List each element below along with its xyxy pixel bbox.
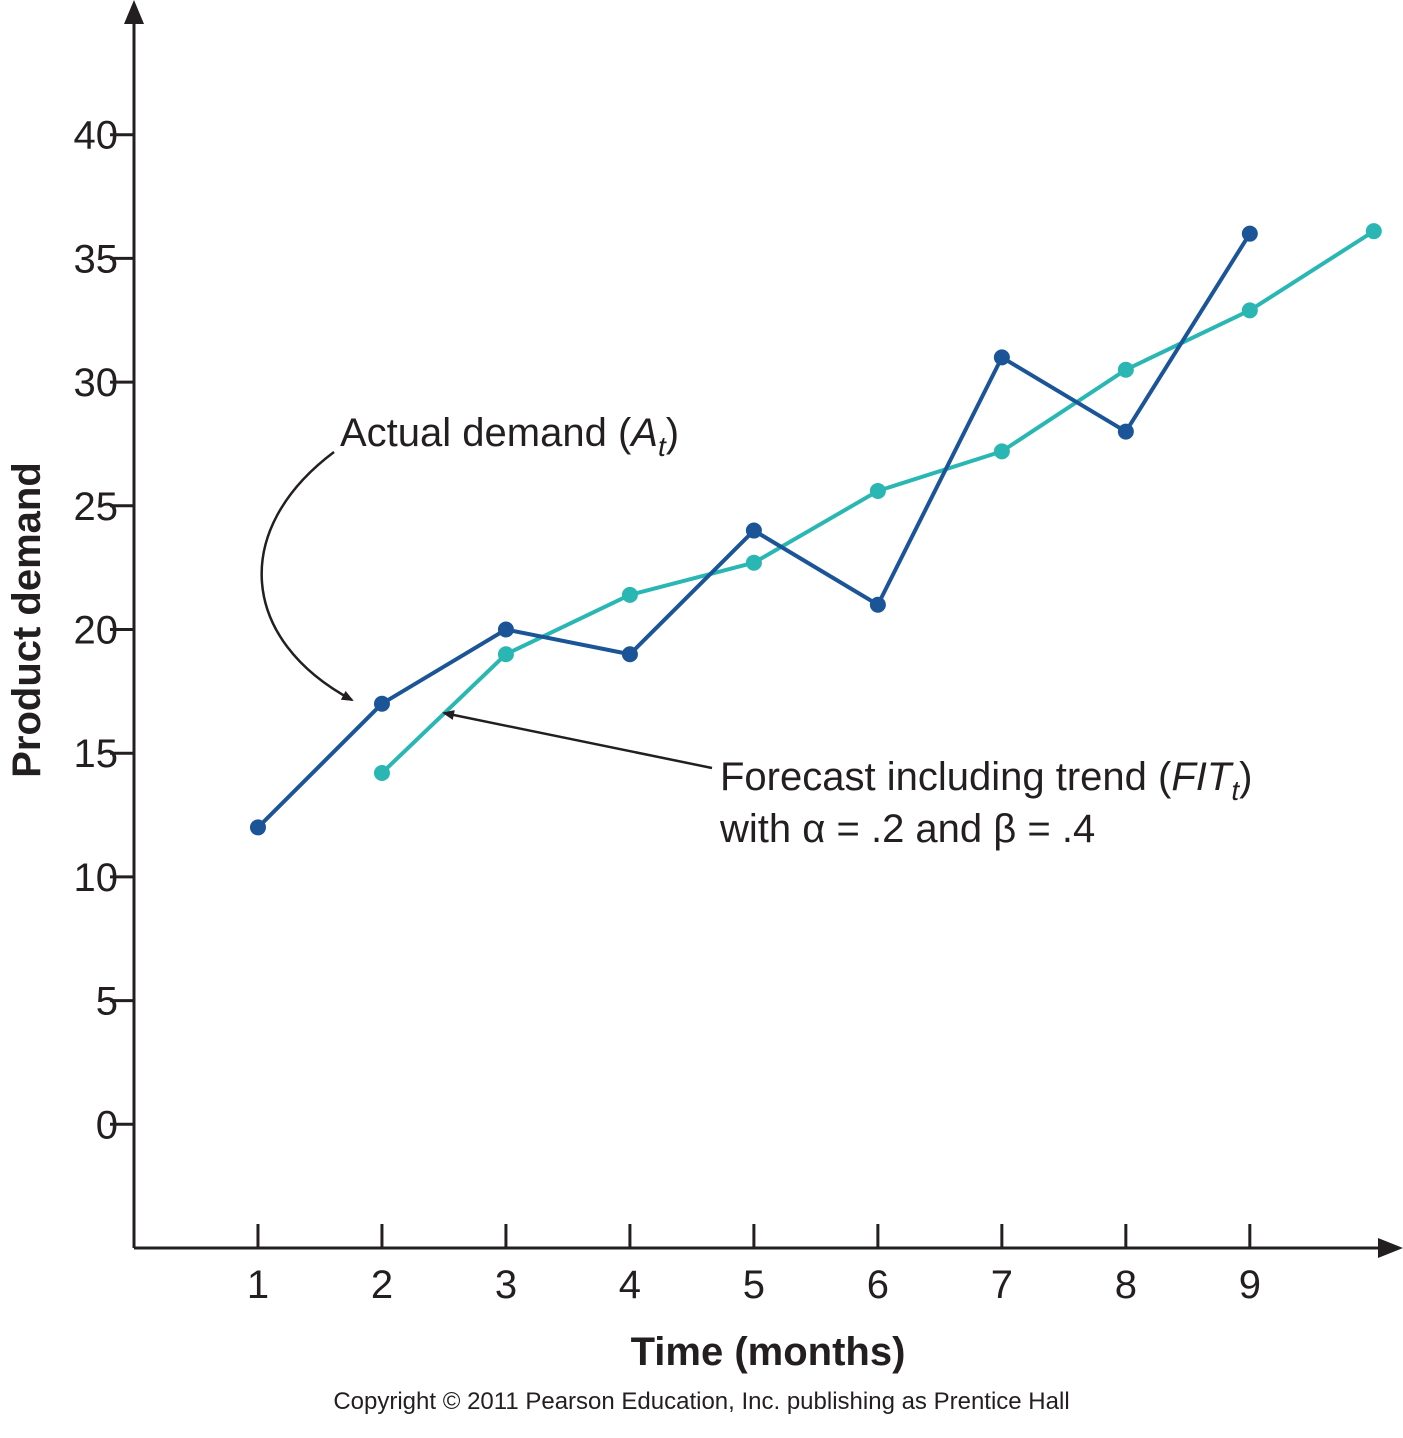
actual-point (1241, 225, 1258, 242)
actual-point (745, 522, 762, 539)
forecast-point (1241, 302, 1258, 319)
actual-point (249, 819, 266, 836)
x-tick-label: 7 (991, 1263, 1013, 1307)
y-tick-label: 15 (74, 732, 119, 776)
x-ticks: 1 2 3 4 5 6 7 8 9 (247, 1224, 1261, 1307)
forecast-series (373, 223, 1382, 781)
forecast-point (1365, 223, 1382, 240)
forecast-point (993, 443, 1010, 460)
x-axis-arrow (1378, 1238, 1403, 1258)
forecast-annotation-line2: with α = .2 and β = .4 (719, 807, 1095, 851)
y-tick-label: 35 (74, 237, 119, 281)
x-tick-label: 3 (495, 1263, 517, 1307)
forecast-point (869, 482, 886, 499)
y-tick-label: 0 (96, 1103, 118, 1147)
y-tick-label: 10 (74, 856, 119, 900)
y-ticks: 0 5 10 15 20 25 30 35 40 (74, 114, 134, 1147)
forecast-annotation-line1: Forecast including trend (FITt) (720, 755, 1252, 806)
forecast-point (497, 646, 514, 663)
forecast-point (1117, 361, 1134, 378)
x-tick-label: 8 (1115, 1263, 1137, 1307)
forecast-line (380, 229, 1375, 775)
x-tick-label: 9 (1239, 1263, 1261, 1307)
actual-point (373, 695, 390, 712)
actual-point (1117, 423, 1134, 440)
x-tick-label: 2 (371, 1263, 393, 1307)
x-tick-label: 1 (247, 1263, 269, 1307)
copyright-notice: Copyright © 2011 Pearson Education, Inc.… (333, 1388, 1070, 1415)
actual-point (621, 646, 638, 663)
y-axis-title: Product demand (5, 462, 49, 778)
x-tick-label: 4 (619, 1263, 641, 1307)
actual-point (497, 621, 514, 638)
forecast-point (373, 764, 390, 781)
forecast-point (745, 554, 762, 571)
chart: 0 5 10 15 20 25 30 35 40 1 2 3 4 5 6 7 8 9 Time (months)… (5, 0, 1403, 1374)
actual-annotation-arrow (260, 451, 354, 702)
forecast-point (621, 586, 638, 603)
actual-annotation: Actual demand (At) (340, 411, 679, 462)
actual-point (869, 596, 886, 613)
y-tick-label: 30 (74, 361, 119, 405)
y-tick-label: 20 (74, 609, 119, 653)
y-tick-label: 5 (96, 980, 118, 1024)
x-tick-label: 6 (867, 1263, 889, 1307)
x-axis-title: Time (months) (631, 1330, 906, 1374)
actual-series (249, 225, 1258, 836)
forecast-annotation-arrow (442, 710, 713, 770)
y-axis-arrow (124, 0, 144, 24)
y-tick-label: 40 (74, 114, 119, 158)
actual-point (993, 349, 1010, 366)
y-tick-label: 25 (74, 485, 119, 529)
x-tick-label: 5 (743, 1263, 765, 1307)
